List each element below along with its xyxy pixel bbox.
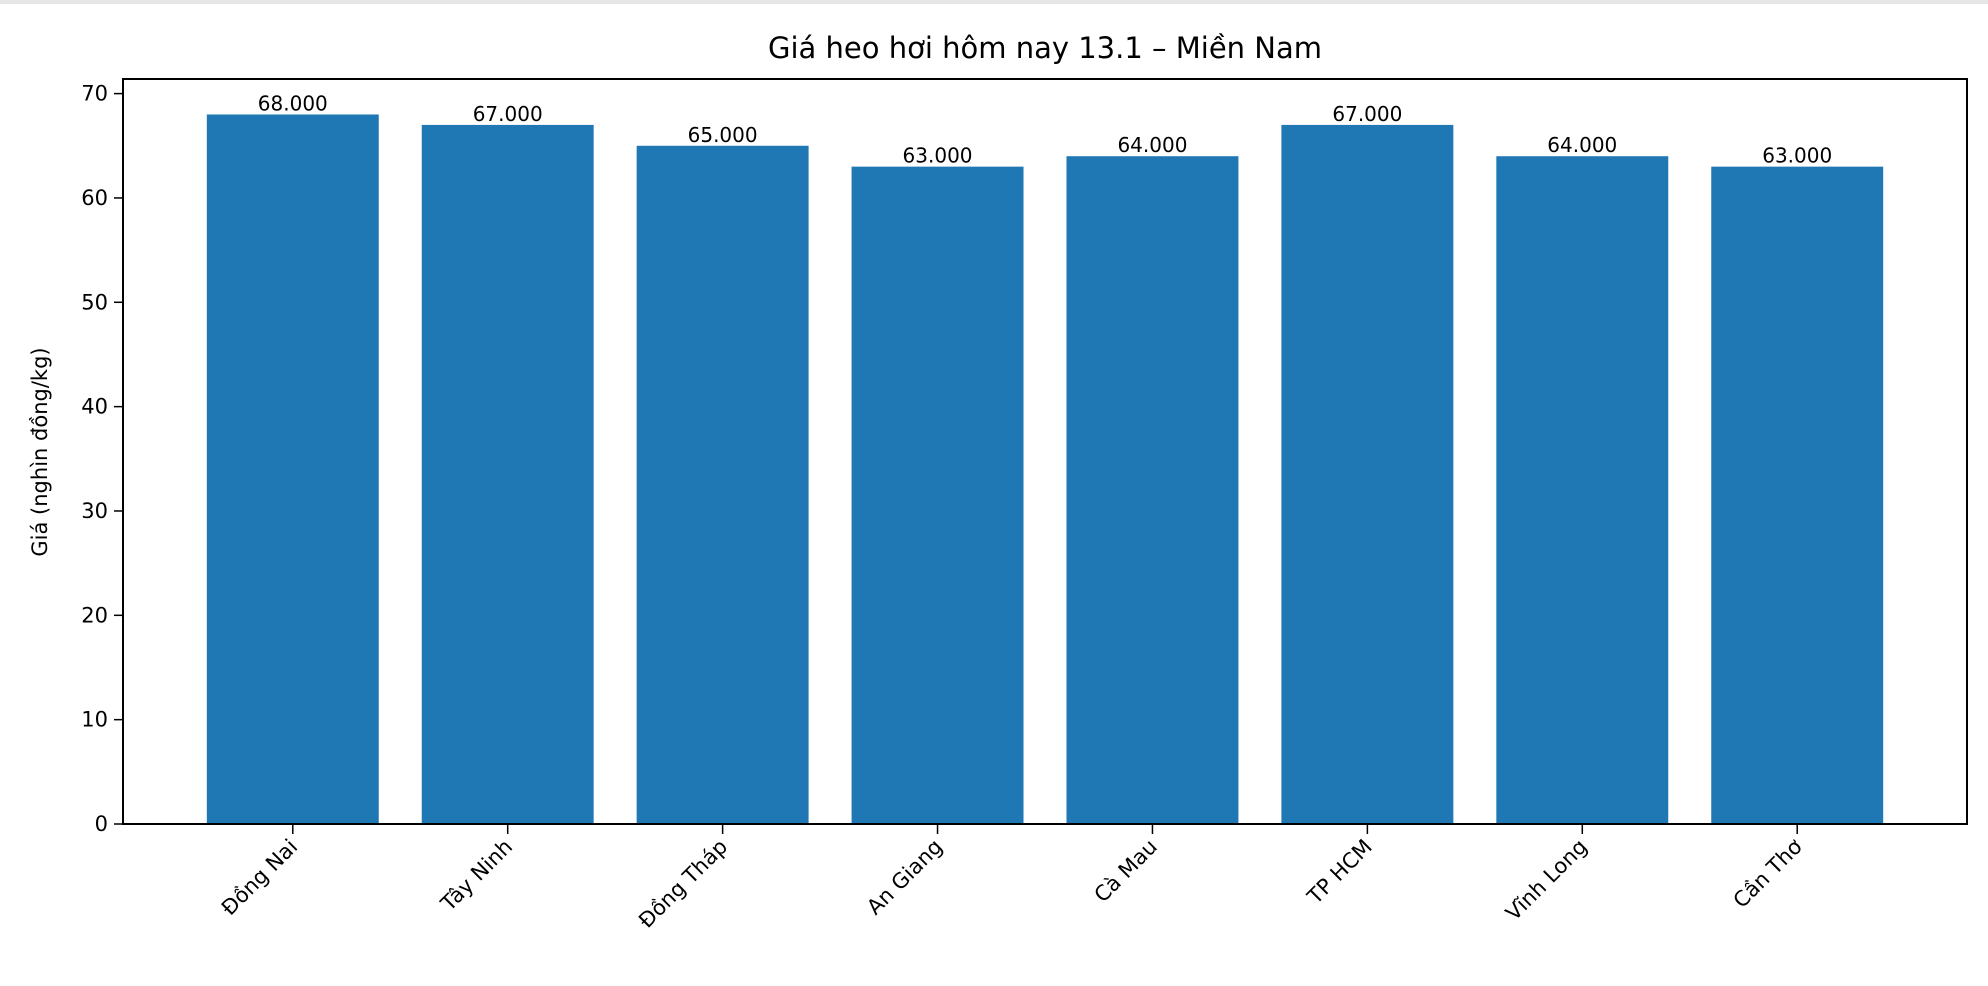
- bar: [1066, 156, 1239, 824]
- y-tick-label: 20: [81, 603, 108, 627]
- y-axis-ticks: 0 10 20 30 40 50 60 70: [81, 82, 123, 836]
- y-tick-label: 50: [81, 290, 108, 314]
- bar-value-label: 64.000: [1117, 133, 1187, 157]
- x-tick-label: An Giang: [862, 835, 947, 920]
- x-tick-label: Cà Mau: [1090, 835, 1162, 907]
- bar: [1711, 166, 1884, 824]
- bar: [636, 145, 809, 825]
- y-tick-label: 40: [81, 395, 108, 419]
- bar: [1496, 156, 1669, 824]
- bar-value-labels: 68.000 67.000 65.000 63.000 64.000 67.000 64.0…: [258, 91, 1832, 167]
- bar-value-label: 63.000: [1762, 144, 1832, 168]
- bar: [421, 124, 594, 825]
- y-tick-label: 10: [81, 708, 108, 732]
- bar: [851, 166, 1024, 824]
- x-tick-label: Tây Ninh: [436, 835, 518, 917]
- bar-value-label: 65.000: [688, 123, 758, 147]
- y-tick-label: 70: [81, 82, 108, 106]
- y-axis-label: Giá (nghìn đồng/kg): [28, 347, 52, 556]
- x-axis-ticks: Đồng Nai Tây Ninh Đồng Tháp An Giang Cà Mau T…: [217, 824, 1807, 933]
- bar-value-label: 63.000: [903, 144, 973, 168]
- bar: [206, 114, 379, 824]
- x-tick-label: Đồng Nai: [217, 835, 302, 920]
- bars-group: [206, 114, 1884, 825]
- x-tick-label: Đồng Tháp: [634, 835, 732, 933]
- x-tick-label: TP HCM: [1302, 835, 1377, 910]
- y-tick-label: 30: [81, 499, 108, 523]
- bar-value-label: 68.000: [258, 91, 328, 115]
- window-top-border: [0, 0, 1988, 4]
- chart-title: Giá heo hơi hôm nay 13.1 – Miền Nam: [768, 31, 1322, 65]
- axes-frame: [122, 78, 1968, 825]
- bar-value-label: 64.000: [1547, 133, 1617, 157]
- bar-value-label: 67.000: [1332, 102, 1402, 126]
- y-tick-label: 0: [95, 812, 108, 836]
- y-tick-label: 60: [81, 186, 108, 210]
- bar: [1281, 124, 1454, 825]
- x-tick-label: Cần Thơ: [1729, 834, 1807, 912]
- x-tick-label: Vĩnh Long: [1501, 835, 1592, 926]
- bar-value-label: 67.000: [473, 102, 543, 126]
